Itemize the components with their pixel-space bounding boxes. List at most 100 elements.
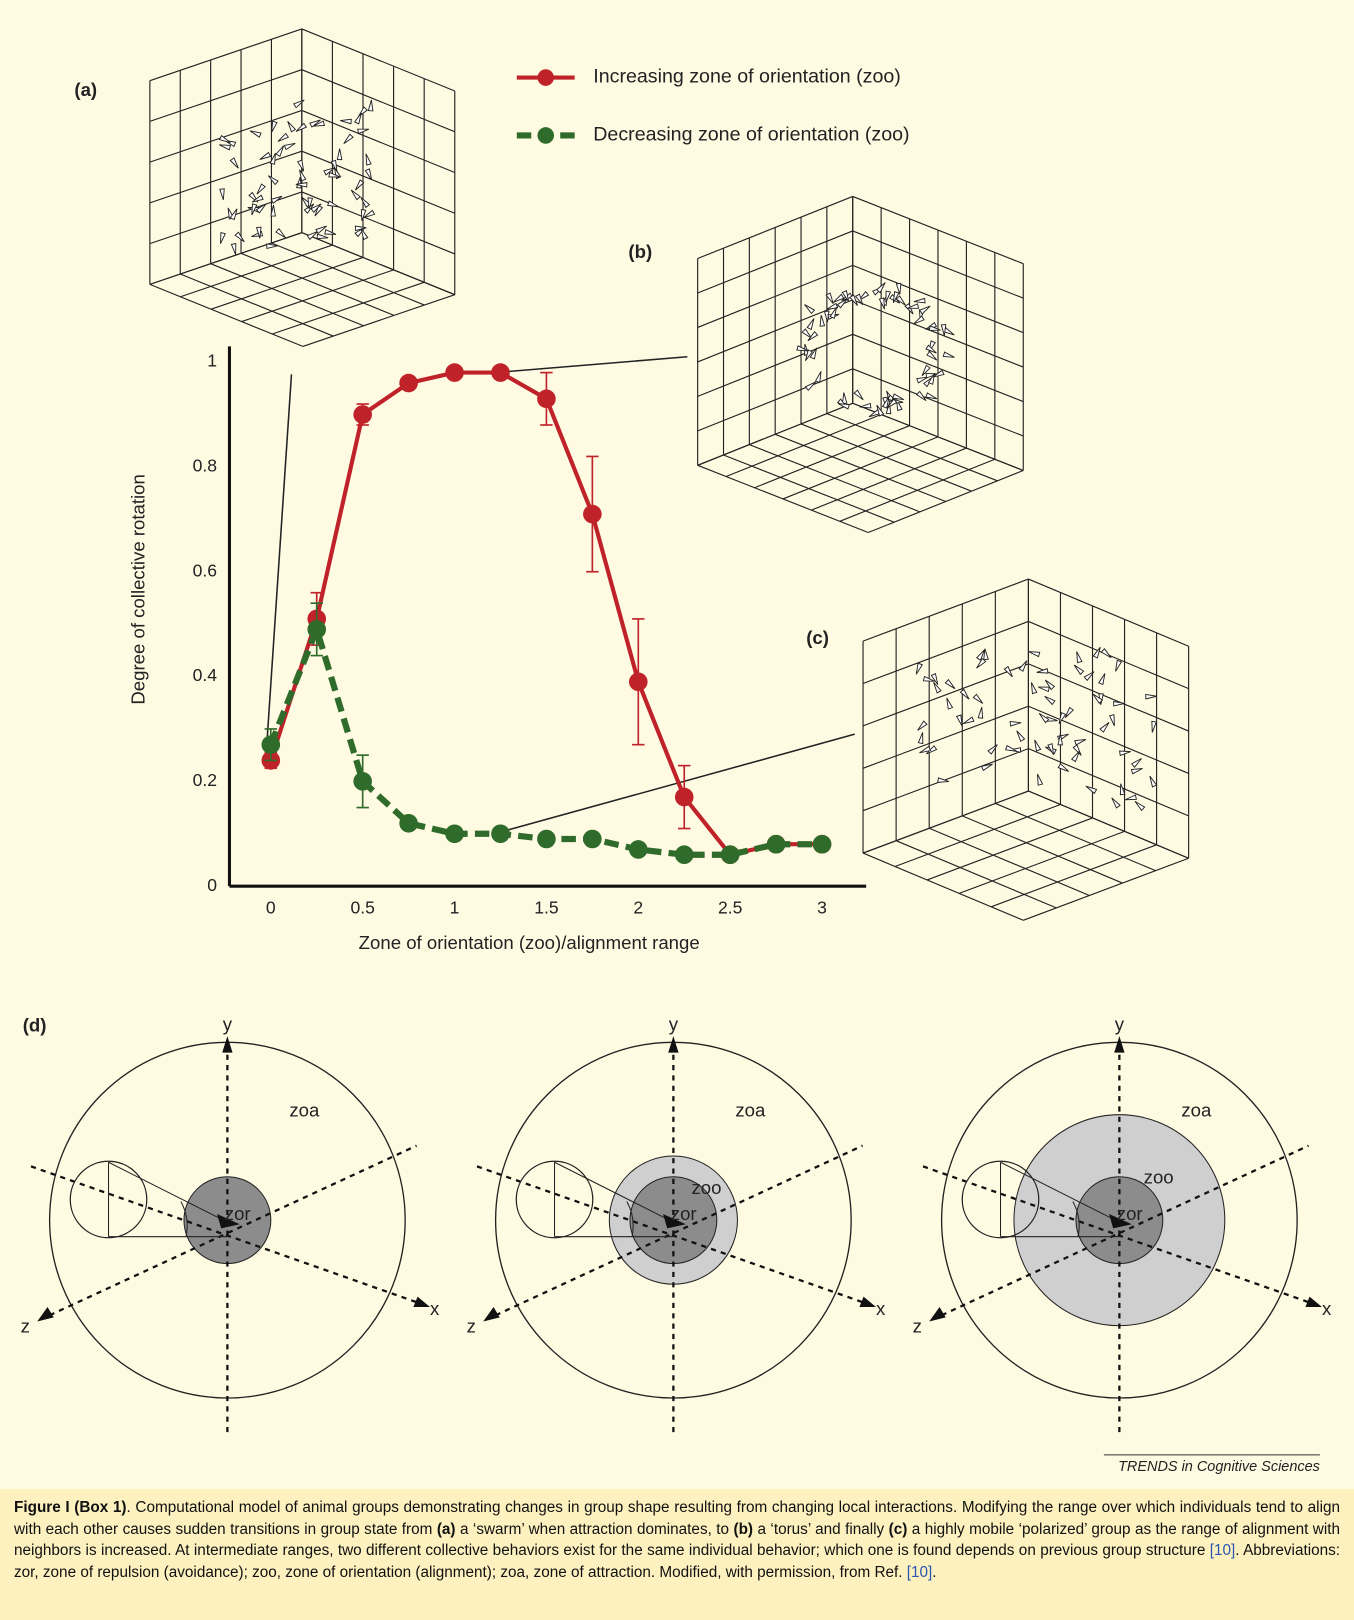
agent: [1058, 711, 1067, 724]
agent: [1092, 693, 1104, 705]
box-grid: [149, 232, 302, 285]
panel-label: (a): [74, 79, 97, 100]
agent: [310, 203, 322, 213]
agent: [363, 209, 376, 219]
agent: [1064, 706, 1075, 719]
agent: [327, 200, 340, 208]
agent: [917, 720, 928, 731]
agent: [219, 188, 225, 201]
point: [583, 829, 602, 849]
x-axis-dash: [922, 1165, 1311, 1304]
agent: [316, 233, 329, 240]
agent: [251, 194, 264, 203]
agent: [976, 649, 985, 661]
x-tick-label: 1.5: [534, 898, 559, 918]
box-grid: [852, 195, 1024, 265]
agent: [983, 648, 989, 661]
magnifier: [69, 1160, 148, 1239]
series-line: [267, 619, 823, 858]
reference-link[interactable]: [10]: [1209, 1542, 1236, 1559]
agent: [962, 716, 975, 725]
agent: [1030, 682, 1038, 695]
box-grid: [1028, 790, 1189, 859]
zone-label: zoa: [289, 1099, 320, 1120]
box-grid: [926, 817, 1093, 881]
agent: [919, 745, 932, 754]
box-grid: [149, 69, 302, 122]
point: [720, 845, 740, 865]
panel-label: (b): [628, 241, 652, 262]
agent: [892, 291, 900, 304]
x-tick-label: 1: [450, 898, 460, 918]
y-tick-label: 0.6: [193, 560, 217, 580]
point: [353, 772, 372, 791]
agent: [833, 293, 845, 303]
x-tick-label: 2.5: [718, 898, 743, 918]
agent: [315, 225, 327, 235]
agent: [287, 120, 297, 133]
box-grid: [149, 150, 302, 204]
zone-label: zor: [671, 1203, 697, 1224]
agent: [307, 197, 314, 210]
agent: [854, 293, 864, 306]
agent: [875, 282, 886, 294]
agent: [927, 372, 936, 385]
magnifier-line: [108, 1161, 228, 1223]
zone-label: zoo: [691, 1177, 721, 1198]
agent: [297, 159, 305, 172]
agent: [283, 142, 296, 151]
agent: [841, 392, 848, 405]
arrowhead: [37, 1307, 54, 1322]
agent: [836, 298, 848, 309]
box-grid: [301, 232, 455, 296]
agent: [1085, 785, 1098, 795]
box-grid: [149, 109, 302, 163]
agent: [946, 697, 954, 710]
agent: [1028, 651, 1041, 658]
magnifier-line: [554, 1161, 674, 1223]
agent: [829, 307, 837, 319]
agent: [328, 171, 341, 178]
agent: [271, 120, 278, 133]
agent: [1047, 743, 1054, 756]
box-grid: [852, 230, 1024, 299]
agent: [804, 349, 814, 361]
box-grid: [862, 620, 1029, 685]
agent: [1100, 648, 1112, 659]
axis-letter: y: [223, 1014, 233, 1035]
arrowhead: [668, 1036, 679, 1053]
box-grid: [210, 263, 364, 327]
agent: [323, 167, 335, 176]
agent: [801, 328, 813, 339]
agent: [275, 227, 286, 239]
agent: [364, 168, 373, 181]
agent: [921, 364, 931, 377]
agent: [919, 305, 931, 315]
box-grid: [839, 458, 996, 522]
agent: [944, 678, 956, 690]
agent: [306, 231, 319, 241]
agent: [266, 243, 278, 250]
focal-arrow: [1109, 1213, 1132, 1229]
arrowhead: [1114, 1036, 1125, 1053]
agent: [826, 302, 839, 310]
box-grid: [210, 256, 364, 310]
arrowhead: [413, 1296, 430, 1308]
box-grid: [862, 790, 1029, 854]
y-tick-label: 0.2: [193, 770, 217, 790]
agent: [360, 228, 369, 241]
box-grid: [995, 802, 1156, 872]
axis-letter: z: [21, 1316, 30, 1337]
agent: [809, 347, 818, 360]
agent: [885, 290, 892, 303]
agent: [1076, 651, 1083, 664]
agent: [314, 204, 324, 217]
point: [261, 735, 281, 754]
axis-letter: z: [913, 1316, 922, 1337]
x-axis-label: Zone of orientation (zoo)/alignment rang…: [359, 932, 700, 953]
agent: [1119, 783, 1126, 796]
box-grid: [928, 827, 1090, 896]
reference-link[interactable]: [10]: [906, 1563, 933, 1581]
box-grid: [697, 464, 869, 534]
